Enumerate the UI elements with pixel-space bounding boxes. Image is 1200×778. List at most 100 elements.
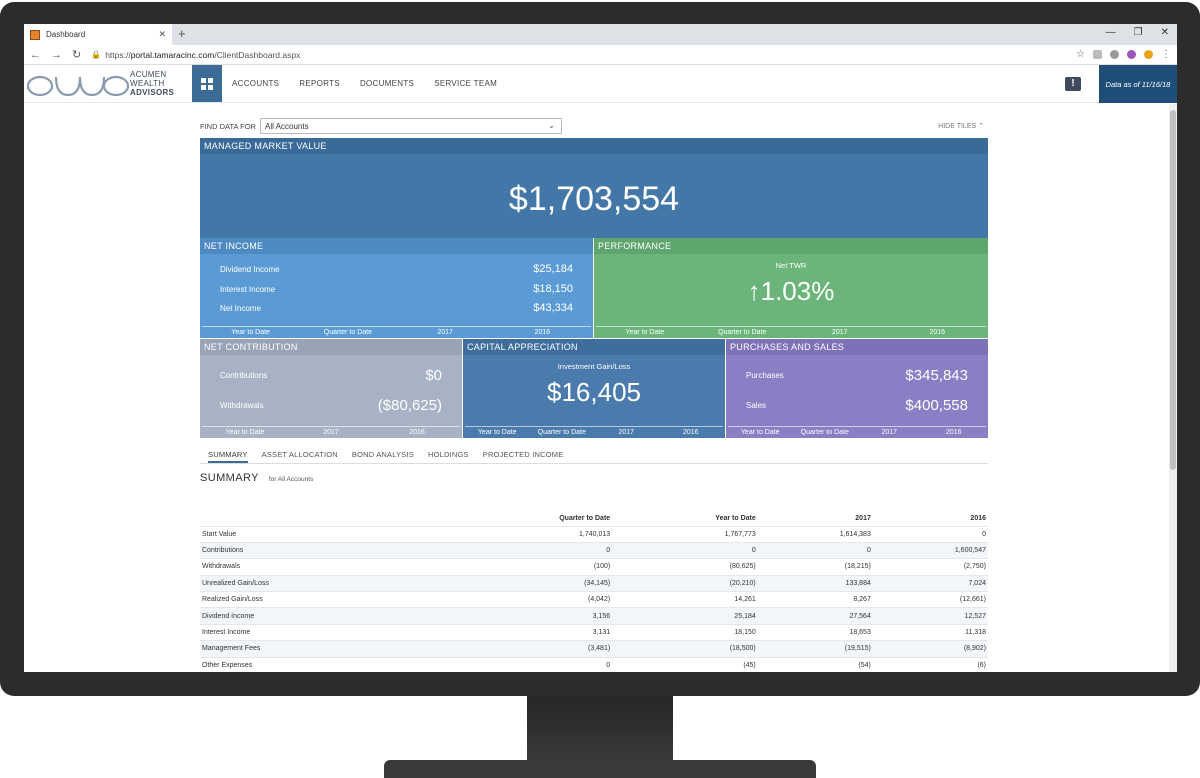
period-2016[interactable]: 2016 [409, 429, 425, 436]
column-header [200, 512, 432, 526]
bookmark-star-icon[interactable]: ☆ [1076, 49, 1085, 60]
hide-tiles-link[interactable]: HIDE TILES ⌃ [938, 122, 984, 130]
close-window-icon[interactable]: ✕ [1160, 27, 1169, 38]
account-select[interactable]: All Accounts ⌄ [259, 118, 562, 134]
table-cell: 8,267 [757, 591, 873, 608]
table-cell: 0 [612, 541, 758, 559]
chevron-up-icon: ⌃ [978, 123, 984, 130]
reload-icon[interactable]: ↻ [72, 49, 82, 61]
tile-net-income[interactable]: NET INCOME Dividend Income $25,184 Inter… [200, 238, 593, 338]
tab-summary[interactable]: SUMMARY [208, 448, 248, 463]
tile-managed-market-value[interactable]: MANAGED MARKET VALUE $1,703,554 [200, 138, 988, 238]
performance-sub-label: Net TWR [775, 261, 807, 270]
period-2016[interactable]: 2016 [682, 429, 699, 436]
row-value: $18,150 [533, 283, 573, 295]
period-2017[interactable]: 2017 [437, 329, 453, 336]
capital-appreciation-sub-label: Investment Gain/Loss [557, 362, 631, 371]
tile-title: NET INCOME [200, 238, 593, 254]
period-2016[interactable]: 2016 [929, 329, 946, 336]
window-controls: — ❐ ✕ [1106, 27, 1169, 38]
logo[interactable]: ACUMEN WEALTH ADVISORS [24, 65, 192, 102]
favicon-icon [30, 29, 40, 40]
tile-performance[interactable]: PERFORMANCE Net TWR ↑1.03% Year to Date … [594, 238, 988, 338]
period-ytd[interactable]: Year to Date [740, 429, 780, 436]
period-2016[interactable]: 2016 [945, 429, 962, 436]
tile-net-contribution[interactable]: NET CONTRIBUTION Contributions $0 Withdr… [200, 339, 462, 438]
table-cell: (80,625) [612, 558, 758, 576]
nav-reports[interactable]: REPORTS [299, 79, 340, 88]
tile-title: NET CONTRIBUTION [200, 339, 462, 355]
table-cell: 11,318 [872, 623, 988, 641]
period-qtd[interactable]: Quarter to Date [537, 429, 586, 436]
app-header: ACUMEN WEALTH ADVISORS ACCOUNTS REPORTS … [24, 65, 1177, 103]
period-2017[interactable]: 2017 [323, 429, 339, 436]
menu-icon[interactable]: ⋮ [1161, 49, 1171, 60]
forward-icon[interactable]: → [51, 48, 62, 61]
table-row: Withdrawals (100) (80,625) (18,215) (2,7… [200, 558, 988, 576]
table-cell: 0 [432, 541, 613, 559]
period-ytd[interactable]: Year to Date [477, 429, 517, 436]
find-data-row: FIND DATA FOR All Accounts ⌄ HIDE TILES … [200, 114, 988, 138]
browser-tab[interactable]: Dashboard ✕ [24, 24, 172, 45]
period-qtd[interactable]: Quarter to Date [800, 429, 849, 436]
close-tab-icon[interactable]: ✕ [158, 29, 166, 39]
table-cell: 25,184 [612, 607, 758, 625]
tab-projected-income[interactable]: PROJECTED INCOME [482, 450, 564, 459]
tab-holdings[interactable]: HOLDINGS [427, 450, 469, 459]
nav-service-team[interactable]: SERVICE TEAM [434, 79, 498, 88]
table-cell: Realized Gain/Loss [200, 591, 433, 608]
period-qtd[interactable]: Quarter to Date [323, 329, 372, 336]
restore-icon[interactable]: ❐ [1133, 27, 1143, 38]
table-row: Management Fees (3,481) (18,500) (19,515… [200, 640, 988, 658]
table-cell: 1,614,383 [757, 525, 873, 543]
tab-bond-analysis[interactable]: BOND ANALYSIS [351, 450, 414, 459]
monitor-base [384, 760, 816, 778]
table-cell: 27,564 [757, 607, 873, 625]
scrollbar-thumb[interactable] [1170, 110, 1176, 470]
url-field[interactable]: https://portal.tamaracinc.com/ClientDash… [105, 50, 1076, 60]
back-icon[interactable]: ← [30, 48, 41, 61]
extension-icon[interactable] [1144, 50, 1153, 59]
table-row: Interest Income 3,131 18,150 18,653 11,3… [200, 623, 988, 641]
profile-avatar-icon[interactable] [1127, 50, 1136, 59]
tile-title: CAPITAL APPRECIATION [463, 339, 725, 355]
messages-icon[interactable]: ! [1065, 77, 1081, 91]
tab-title: Dashboard [46, 30, 86, 39]
extension-icon[interactable] [1110, 50, 1119, 59]
table-cell: (8,902) [872, 640, 988, 658]
period-2016[interactable]: 2016 [534, 329, 551, 336]
table-cell: (3,481) [432, 640, 613, 658]
period-qtd[interactable]: Quarter to Date [718, 329, 767, 336]
table-row: Dividend Income 3,156 25,184 27,564 12,5… [200, 607, 988, 625]
table-cell: 1,767,773 [612, 525, 758, 543]
period-ytd[interactable]: Year to Date [625, 329, 665, 336]
period-ytd[interactable]: Year to Date [225, 429, 265, 436]
summary-header: SUMMARY for All Accounts [200, 472, 988, 484]
minimize-icon[interactable]: — [1105, 27, 1116, 38]
period-2017[interactable]: 2017 [618, 429, 635, 436]
tile-purchases-and-sales[interactable]: PURCHASES AND SALES Purchases $345,843 S… [726, 339, 988, 438]
column-header: 2016 [970, 515, 986, 523]
table-cell: (45) [612, 656, 758, 672]
summary-title: SUMMARY [200, 472, 259, 484]
nav-accounts[interactable]: ACCOUNTS [232, 79, 280, 88]
table-cell: Start Value [200, 525, 433, 543]
period-ytd[interactable]: Year to Date [231, 329, 270, 336]
period-2017[interactable]: 2017 [881, 429, 898, 436]
table-cell: Management Fees [200, 640, 433, 658]
table-cell: 3,131 [432, 623, 613, 641]
logo-line-3: ADVISORS [130, 88, 175, 97]
summary-tabs: SUMMARY ASSET ALLOCATION BOND ANALYSIS H… [200, 448, 988, 464]
period-2017[interactable]: 2017 [831, 329, 848, 336]
new-tab-icon[interactable]: + [178, 26, 186, 41]
nav-documents[interactable]: DOCUMENTS [359, 79, 415, 88]
row-label: Withdrawals [220, 401, 264, 410]
lock-icon: 🔒 [91, 50, 102, 59]
extension-icon[interactable] [1093, 50, 1102, 59]
managed-market-value: $1,703,554 [508, 180, 680, 218]
logo-mark-icon [26, 75, 130, 96]
table-header-row: Quarter to Date Year to Date 2017 2016 [200, 512, 988, 526]
tile-capital-appreciation[interactable]: CAPITAL APPRECIATION Investment Gain/Los… [463, 339, 725, 438]
dashboard-grid-button[interactable] [192, 65, 222, 102]
tab-asset-allocation[interactable]: ASSET ALLOCATION [261, 450, 338, 459]
